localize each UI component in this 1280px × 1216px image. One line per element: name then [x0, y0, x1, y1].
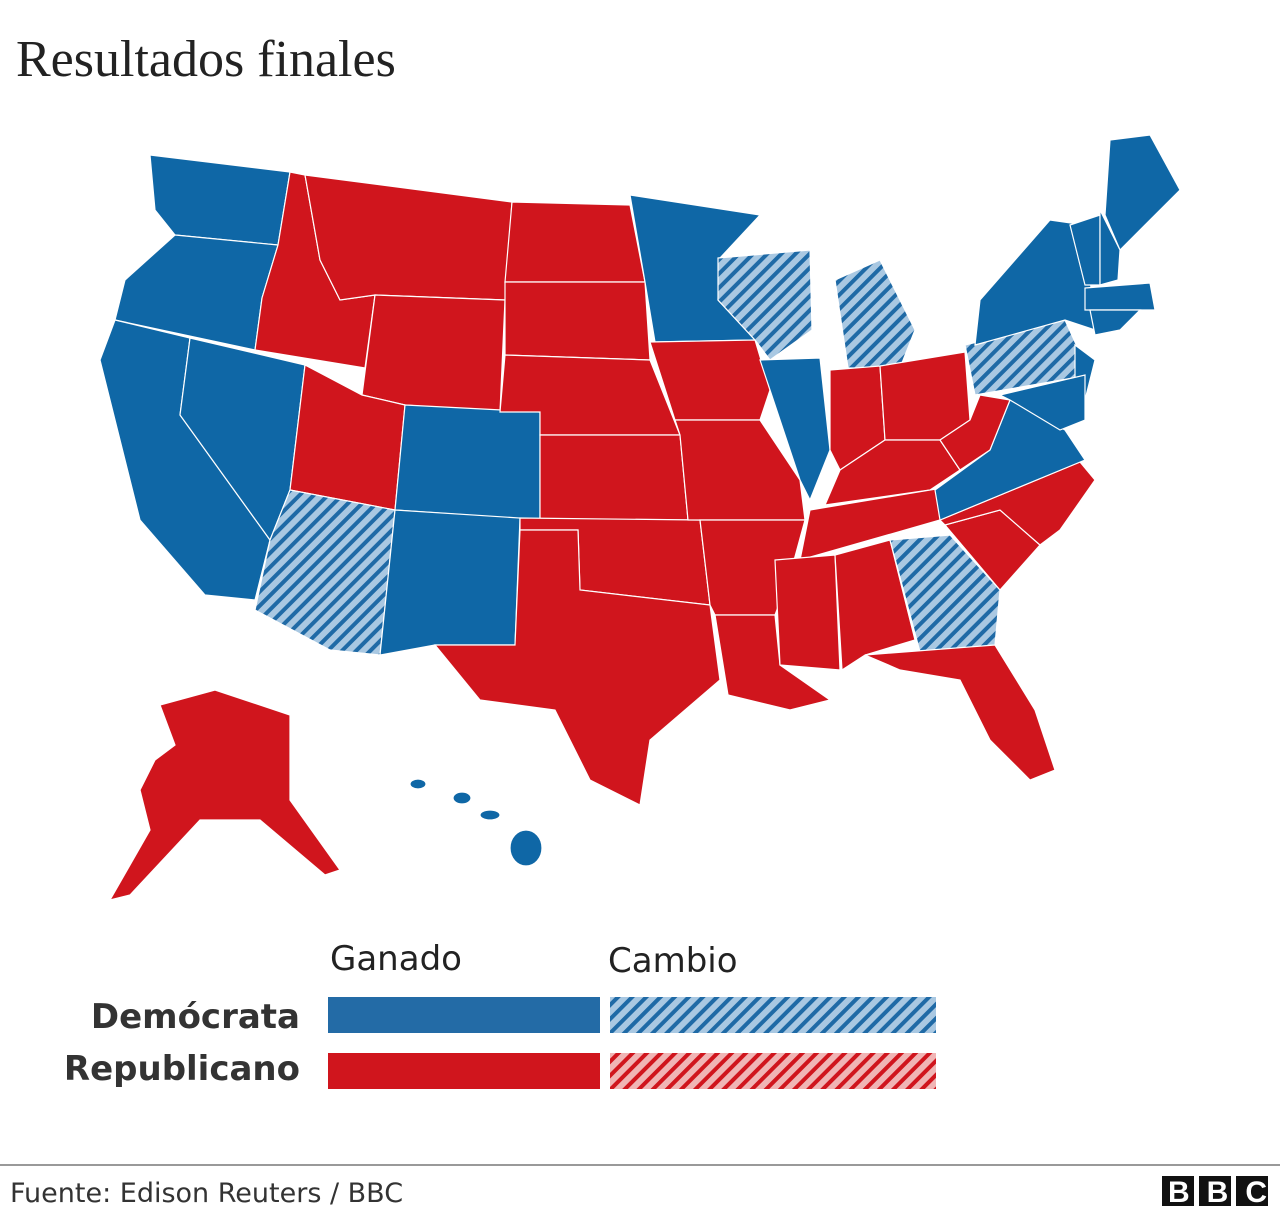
state	[649, 339, 771, 421]
us-map	[99, 134, 1181, 901]
state	[938, 461, 1096, 546]
state	[433, 529, 721, 806]
state	[108, 689, 341, 901]
state	[452, 791, 472, 805]
state	[504, 201, 646, 283]
state	[834, 539, 916, 672]
state	[1084, 282, 1156, 311]
state	[379, 509, 521, 656]
legend-header: Ganado	[330, 939, 462, 979]
state	[1104, 134, 1181, 252]
logo-block	[1162, 1176, 1194, 1206]
state	[409, 778, 427, 790]
legend-swatch	[328, 997, 600, 1033]
state	[149, 154, 291, 246]
state	[479, 809, 501, 821]
legend-row-label: Demócrata	[91, 997, 300, 1037]
state	[714, 614, 832, 711]
state	[864, 644, 1056, 781]
state	[1099, 209, 1121, 286]
legend: Ganado Cambio Demócrata Republicano	[64, 939, 936, 1089]
state	[539, 434, 689, 521]
state	[879, 351, 971, 441]
source: Fuente: Edison Reuters / BBC	[10, 1178, 403, 1209]
bbc-logo: BBC	[1162, 1176, 1280, 1209]
state	[361, 294, 506, 413]
legend-swatch	[328, 1053, 600, 1089]
state	[889, 534, 1001, 653]
title: Resultados finales	[16, 31, 396, 88]
state	[304, 174, 513, 301]
state	[394, 404, 541, 521]
legend-swatch	[610, 997, 936, 1033]
logo-block	[1236, 1176, 1268, 1206]
state	[774, 554, 841, 671]
logo-block	[1199, 1176, 1231, 1206]
state	[998, 374, 1086, 431]
legend-header: Cambio	[608, 941, 738, 981]
state	[504, 281, 651, 361]
state	[1089, 309, 1142, 336]
legend-swatch	[610, 1053, 936, 1089]
logo-text: BBC	[1168, 1176, 1280, 1209]
legend-row-label: Republicano	[64, 1049, 300, 1089]
state	[759, 357, 831, 502]
state	[834, 259, 916, 369]
state	[509, 829, 543, 867]
